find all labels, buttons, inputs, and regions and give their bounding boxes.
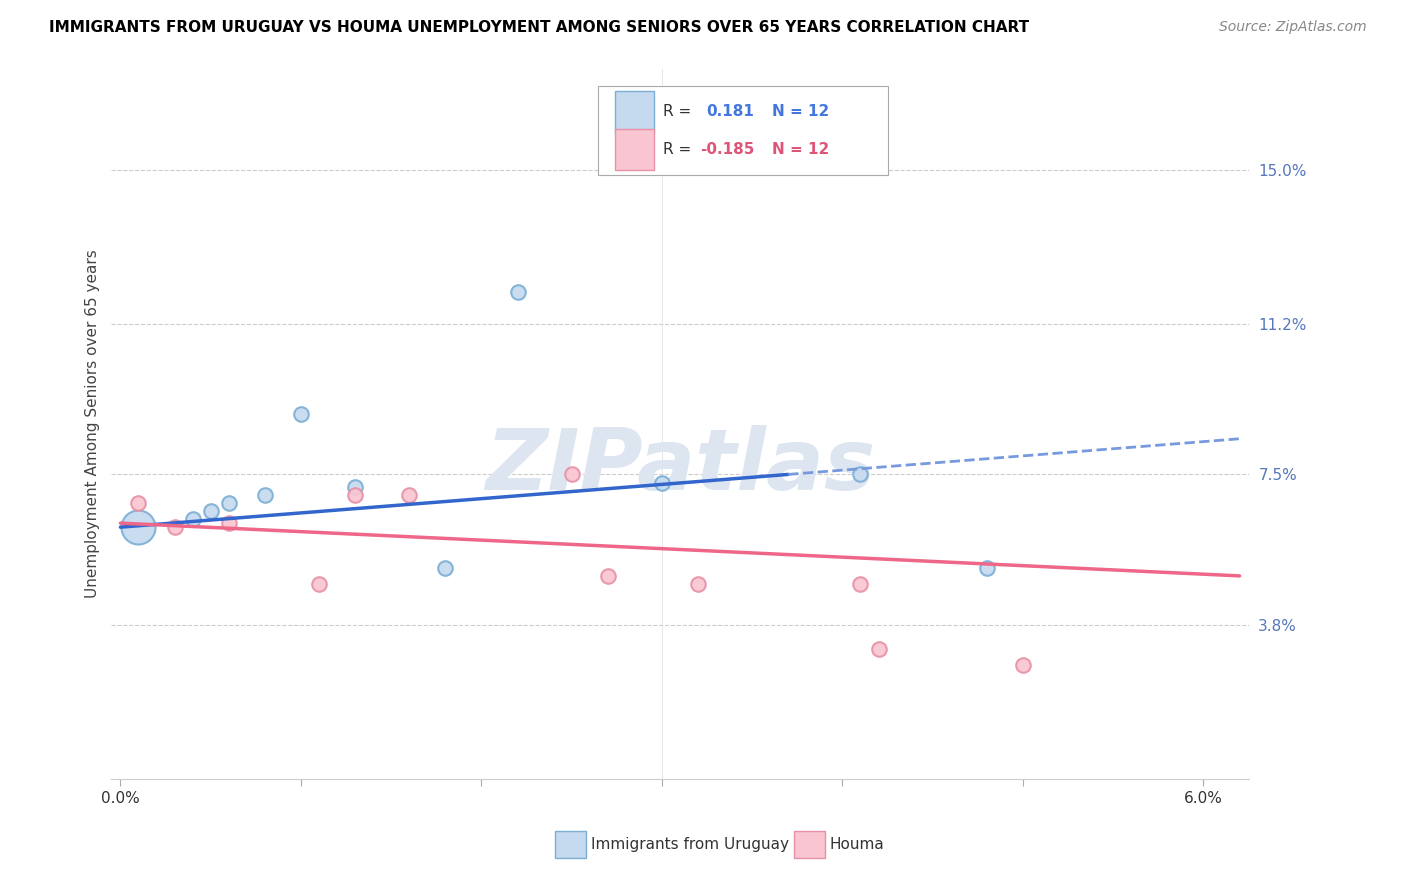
Text: Source: ZipAtlas.com: Source: ZipAtlas.com [1219, 20, 1367, 34]
Point [200, 504, 222, 518]
Point [218, 496, 240, 510]
Point [290, 407, 312, 421]
Text: R =: R = [662, 142, 696, 157]
Point [686, 577, 709, 591]
Point [218, 516, 240, 530]
Point [976, 561, 998, 575]
Point [163, 520, 186, 534]
FancyBboxPatch shape [616, 128, 654, 170]
Point [127, 520, 149, 534]
Point [868, 642, 890, 657]
Point [434, 561, 457, 575]
Point [596, 569, 619, 583]
Text: N = 12: N = 12 [772, 104, 830, 120]
Point [344, 480, 367, 494]
Text: R =: R = [662, 104, 696, 120]
Point [651, 475, 673, 490]
Point [181, 512, 204, 526]
Point [849, 467, 872, 482]
Text: Immigrants from Uruguay: Immigrants from Uruguay [591, 838, 789, 852]
Text: IMMIGRANTS FROM URUGUAY VS HOUMA UNEMPLOYMENT AMONG SENIORS OVER 65 YEARS CORREL: IMMIGRANTS FROM URUGUAY VS HOUMA UNEMPLO… [49, 20, 1029, 35]
Text: 0.181: 0.181 [706, 104, 754, 120]
Y-axis label: Unemployment Among Seniors over 65 years: Unemployment Among Seniors over 65 years [86, 249, 100, 598]
Point [308, 577, 330, 591]
Point [849, 577, 872, 591]
Point [127, 496, 149, 510]
Point [398, 488, 420, 502]
FancyBboxPatch shape [616, 91, 654, 133]
Text: Houma: Houma [830, 838, 884, 852]
Point [344, 488, 367, 502]
Text: N = 12: N = 12 [772, 142, 830, 157]
Point [253, 488, 276, 502]
Text: ZIPatlas: ZIPatlas [485, 425, 875, 508]
Text: -0.185: -0.185 [700, 142, 755, 157]
Point [1012, 658, 1035, 673]
Point [561, 467, 583, 482]
FancyBboxPatch shape [598, 87, 889, 175]
Point [506, 285, 529, 299]
